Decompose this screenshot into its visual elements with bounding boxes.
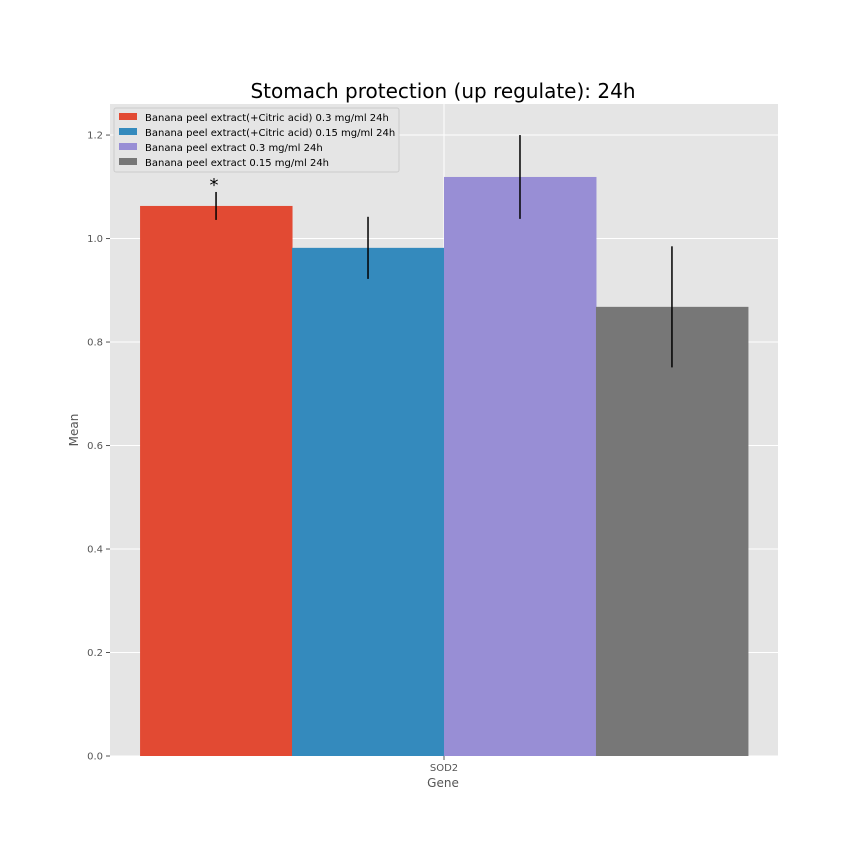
y-axis-label: Mean bbox=[67, 414, 81, 447]
legend-label: Banana peel extract 0.3 mg/ml 24h bbox=[145, 143, 323, 154]
y-tick-label: 1.2 bbox=[87, 131, 103, 142]
legend-frame bbox=[113, 107, 400, 173]
bar-4 bbox=[595, 306, 749, 756]
y-tick-label: 1.0 bbox=[87, 234, 103, 245]
bar-3 bbox=[444, 176, 597, 756]
x-ticks: SOD2 bbox=[430, 756, 458, 774]
legend-swatch bbox=[119, 128, 137, 135]
legend-items: Banana peel extract(+Citric acid) 0.3 mg… bbox=[119, 113, 395, 169]
legend: Banana peel extract(+Citric acid) 0.3 mg… bbox=[113, 107, 400, 173]
legend-swatch bbox=[119, 158, 137, 165]
bars-layer bbox=[140, 176, 749, 756]
bar-1 bbox=[140, 205, 293, 756]
y-ticks: 0.0 0.2 0.4 0.6 0.8 1.0 1.2 bbox=[87, 131, 110, 763]
x-axis-label: Gene bbox=[427, 776, 459, 790]
chart-title: Stomach protection (up regulate): 24h bbox=[250, 79, 635, 103]
legend-label: Banana peel extract(+Citric acid) 0.3 mg… bbox=[145, 113, 389, 124]
annotations-layer: * bbox=[210, 175, 219, 196]
legend-swatch bbox=[119, 143, 137, 150]
bar-2 bbox=[292, 247, 445, 756]
legend-swatch bbox=[119, 113, 137, 120]
legend-label: Banana peel extract(+Citric acid) 0.15 m… bbox=[145, 128, 395, 139]
errors-layer bbox=[215, 135, 673, 368]
x-tick-label: SOD2 bbox=[430, 763, 458, 774]
y-tick-label: 0.8 bbox=[87, 338, 103, 349]
y-tick-label: 0.0 bbox=[87, 752, 103, 763]
significance-marker: * bbox=[210, 175, 219, 196]
y-tick-label: 0.2 bbox=[87, 648, 103, 659]
legend-label: Banana peel extract 0.15 mg/ml 24h bbox=[145, 158, 329, 169]
y-tick-label: 0.4 bbox=[87, 545, 103, 556]
y-tick-label: 0.6 bbox=[87, 441, 103, 452]
